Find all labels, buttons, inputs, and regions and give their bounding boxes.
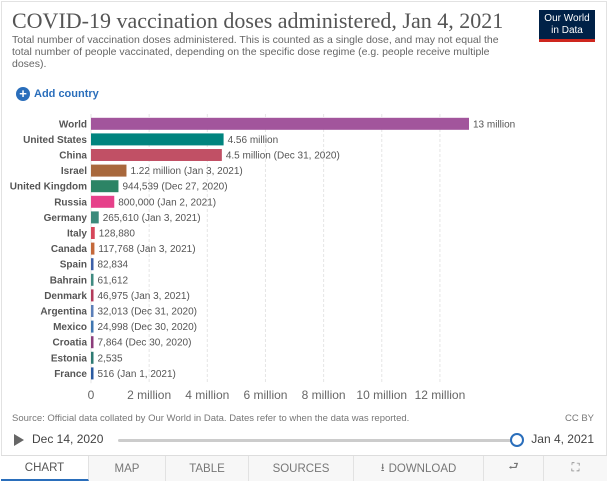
- chart-title: COVID-19 vaccination doses administered,…: [12, 8, 504, 33]
- tab-download-label: DOWNLOAD: [388, 462, 457, 475]
- bar[interactable]: [91, 195, 115, 208]
- license-link[interactable]: CC BY: [564, 413, 594, 424]
- value-label: 117,768 (Jan 3, 2021): [98, 244, 195, 255]
- bar[interactable]: [91, 320, 94, 333]
- value-label: 24,998 (Dec 30, 2020): [98, 322, 198, 333]
- x-tick-label: 2 million: [127, 388, 171, 402]
- value-label: 82,834: [98, 260, 129, 271]
- logo-line-1: Our World: [544, 13, 590, 24]
- bar[interactable]: [91, 164, 127, 177]
- timeline-start-date: Dec 14, 2020: [32, 432, 104, 446]
- category-label: United States: [23, 135, 87, 146]
- bar[interactable]: [91, 242, 95, 255]
- bar[interactable]: [91, 367, 94, 380]
- bar[interactable]: [91, 305, 94, 317]
- value-label: 128,880: [99, 229, 136, 240]
- value-label: 46,975 (Jan 3, 2021): [98, 291, 190, 302]
- bar[interactable]: [91, 227, 95, 239]
- fullscreen-button[interactable]: ⛶: [544, 456, 607, 481]
- bar[interactable]: [91, 117, 469, 130]
- category-label: Croatia: [53, 338, 88, 349]
- add-country-label: Add country: [34, 88, 99, 100]
- x-tick-label: 10 million: [356, 388, 407, 402]
- value-label: 2,535: [98, 353, 123, 364]
- play-icon[interactable]: [14, 434, 24, 446]
- share-icon: ⮐: [508, 461, 519, 473]
- tab-bar: CHART MAP TABLE SOURCES ⭳ DOWNLOAD ⮐ ⛶: [1, 455, 607, 481]
- plus-circle-icon: +: [16, 87, 30, 101]
- bar[interactable]: [91, 149, 222, 161]
- x-tick-label: 4 million: [185, 388, 229, 402]
- value-label: 944,539 (Dec 27, 2020): [122, 182, 227, 193]
- value-label: 265,610 (Jan 3, 2021): [103, 213, 201, 224]
- value-label: 13 million: [473, 119, 515, 130]
- tab-sources[interactable]: SOURCES: [249, 456, 354, 481]
- category-label: Israel: [61, 166, 87, 177]
- logo-line-2: in Data: [551, 25, 583, 36]
- bar-chart: 0 2 million 4 million 6 million 8 million 10 …: [10, 114, 515, 402]
- timeline: Dec 14, 2020 Jan 4, 2021: [12, 430, 596, 450]
- tab-table[interactable]: TABLE: [166, 456, 249, 481]
- owid-logo[interactable]: Our World in Data: [539, 10, 595, 42]
- logo-accent-bar: [539, 39, 595, 42]
- chart-subtitle: Total number of vaccination doses admini…: [12, 34, 499, 70]
- bar[interactable]: [91, 351, 94, 364]
- add-country-button[interactable]: + Add country: [16, 86, 99, 102]
- category-label: Canada: [51, 244, 88, 255]
- category-label: China: [59, 151, 87, 162]
- tab-chart[interactable]: CHART: [1, 456, 89, 481]
- x-tick-label: 0: [88, 388, 95, 402]
- bar[interactable]: [91, 289, 94, 302]
- value-label: 4.5 million (Dec 31, 2020): [226, 151, 340, 162]
- tab-map[interactable]: MAP: [89, 456, 166, 481]
- category-label: World: [59, 119, 87, 130]
- timeline-end-date: Jan 4, 2021: [531, 432, 594, 446]
- category-label: Spain: [60, 260, 87, 271]
- category-label: Argentina: [40, 307, 87, 318]
- category-label: Germany: [44, 213, 88, 224]
- value-label: 1.22 million (Jan 3, 2021): [130, 166, 242, 177]
- tab-download[interactable]: ⭳ DOWNLOAD: [354, 456, 484, 481]
- value-label: 7,864 (Dec 30, 2020): [98, 338, 192, 349]
- x-tick-label: 6 million: [243, 388, 287, 402]
- value-label: 800,000 (Jan 2, 2021): [118, 197, 216, 208]
- source-note: Source: Official data collated by Our Wo…: [12, 413, 410, 424]
- category-label: Italy: [67, 229, 87, 240]
- value-label: 4.56 million: [228, 135, 279, 146]
- share-button[interactable]: ⮐: [484, 456, 544, 481]
- category-label: Mexico: [53, 322, 87, 333]
- bar[interactable]: [91, 336, 94, 349]
- value-label: 32,013 (Dec 31, 2020): [98, 307, 198, 318]
- bar[interactable]: [91, 258, 94, 271]
- bar[interactable]: [91, 273, 94, 286]
- fullscreen-icon: ⛶: [571, 462, 580, 474]
- category-label: Estonia: [51, 353, 88, 364]
- value-label: 61,612: [98, 275, 129, 286]
- timeline-track[interactable]: [118, 439, 516, 442]
- value-label: 516 (Jan 1, 2021): [98, 369, 176, 380]
- bar[interactable]: [91, 180, 119, 193]
- x-tick-label: 8 million: [302, 388, 346, 402]
- bar[interactable]: [91, 133, 224, 146]
- bar[interactable]: [91, 211, 99, 224]
- timeline-handle[interactable]: [510, 433, 524, 447]
- category-label: France: [54, 369, 87, 380]
- category-label: United Kingdom: [10, 182, 87, 193]
- category-label: Bahrain: [50, 275, 87, 286]
- category-label: Russia: [54, 197, 87, 208]
- download-icon: ⭳: [380, 462, 385, 474]
- x-tick-label: 12 million: [415, 388, 466, 402]
- category-label: Denmark: [44, 291, 87, 302]
